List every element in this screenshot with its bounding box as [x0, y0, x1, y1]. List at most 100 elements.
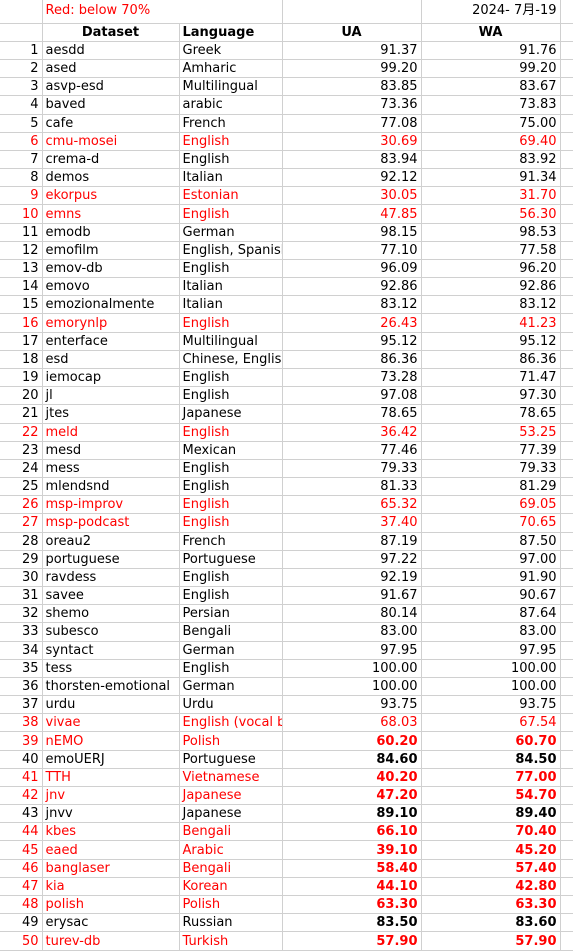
wa-cell[interactable]: 92.86	[421, 277, 561, 297]
wa-cell[interactable]: 69.05	[421, 495, 561, 515]
cell[interactable]	[560, 568, 573, 588]
ua-cell[interactable]: 73.36	[282, 95, 422, 115]
wa-cell[interactable]: 57.40	[421, 859, 561, 878]
row-number-cell[interactable]: 15	[0, 295, 43, 315]
dataset-cell[interactable]: emozionalmente	[42, 295, 180, 315]
ua-cell[interactable]: 78.65	[282, 404, 422, 424]
language-cell[interactable]: Polish	[179, 895, 283, 915]
cell[interactable]	[560, 168, 573, 188]
ua-cell[interactable]: 91.67	[282, 586, 422, 606]
wa-cell[interactable]: 75.00	[421, 114, 561, 133]
language-cell[interactable]: Multilingual	[179, 332, 283, 351]
language-cell[interactable]: Turkish	[179, 931, 283, 951]
cell[interactable]	[560, 695, 573, 715]
wa-cell[interactable]: 87.50	[421, 532, 561, 551]
dataset-cell[interactable]: savee	[42, 586, 180, 606]
language-cell[interactable]: Mexican	[179, 441, 283, 460]
cell[interactable]	[560, 913, 573, 933]
row-number-cell[interactable]: 1	[0, 41, 43, 61]
cell[interactable]	[560, 77, 573, 97]
ua-cell[interactable]: 100.00	[282, 659, 422, 678]
wa-cell[interactable]: 83.60	[421, 913, 561, 933]
ua-cell[interactable]: 40.20	[282, 768, 422, 787]
language-cell[interactable]: Japanese	[179, 786, 283, 806]
wa-cell[interactable]: 89.40	[421, 804, 561, 824]
cell[interactable]	[560, 677, 573, 697]
language-cell[interactable]: Portuguese	[179, 550, 283, 569]
row-number-cell[interactable]: 23	[0, 441, 43, 460]
cell[interactable]	[560, 768, 573, 787]
language-cell[interactable]: Bengali	[179, 859, 283, 878]
row-number-cell[interactable]: 47	[0, 877, 43, 896]
wa-cell[interactable]: 77.00	[421, 768, 561, 787]
row-number-cell[interactable]: 50	[0, 931, 43, 951]
cell[interactable]	[560, 713, 573, 733]
cell[interactable]	[560, 332, 573, 351]
wa-cell[interactable]: 81.29	[421, 477, 561, 497]
language-cell[interactable]: English	[179, 386, 283, 406]
ua-cell[interactable]: 79.33	[282, 459, 422, 479]
wa-cell[interactable]: 100.00	[421, 677, 561, 697]
header-dataset[interactable]: Dataset	[42, 23, 180, 42]
wa-cell[interactable]: 98.53	[421, 223, 561, 242]
cell[interactable]	[560, 513, 573, 533]
dataset-cell[interactable]: urdu	[42, 695, 180, 715]
wa-cell[interactable]: 60.70	[421, 731, 561, 751]
ua-cell[interactable]: 30.69	[282, 132, 422, 151]
language-cell[interactable]: Portuguese	[179, 750, 283, 769]
language-cell[interactable]: English	[179, 150, 283, 170]
cell[interactable]	[560, 223, 573, 242]
ua-cell[interactable]: 36.42	[282, 423, 422, 442]
language-cell[interactable]: French	[179, 532, 283, 551]
row-number-cell[interactable]: 32	[0, 604, 43, 624]
row-number-cell[interactable]: 30	[0, 568, 43, 588]
language-cell[interactable]: Bengali	[179, 622, 283, 642]
wa-cell[interactable]: 97.00	[421, 550, 561, 569]
dataset-cell[interactable]: polish	[42, 895, 180, 915]
cell[interactable]	[560, 259, 573, 279]
dataset-cell[interactable]: mlendsnd	[42, 477, 180, 497]
cell[interactable]	[560, 750, 573, 769]
dataset-cell[interactable]: oreau2	[42, 532, 180, 551]
ua-cell[interactable]: 68.03	[282, 713, 422, 733]
ua-cell[interactable]: 100.00	[282, 677, 422, 697]
cell[interactable]	[560, 840, 573, 860]
cell[interactable]	[560, 822, 573, 842]
language-cell[interactable]: Italian	[179, 168, 283, 188]
header-language[interactable]: Language	[179, 23, 283, 42]
row-number-cell[interactable]: 20	[0, 386, 43, 406]
row-number-cell[interactable]: 14	[0, 277, 43, 297]
row-number-cell[interactable]: 35	[0, 659, 43, 678]
dataset-cell[interactable]: vivae	[42, 713, 180, 733]
wa-cell[interactable]: 91.34	[421, 168, 561, 188]
ua-cell[interactable]: 92.86	[282, 277, 422, 297]
ua-cell[interactable]: 63.30	[282, 895, 422, 915]
dataset-cell[interactable]: esd	[42, 350, 180, 369]
wa-cell[interactable]: 69.40	[421, 132, 561, 151]
dataset-cell[interactable]: turev-db	[42, 931, 180, 951]
cell[interactable]	[560, 477, 573, 497]
language-cell[interactable]: English	[179, 313, 283, 333]
cell[interactable]	[560, 186, 573, 206]
row-number-cell[interactable]: 6	[0, 132, 43, 151]
wa-cell[interactable]: 71.47	[421, 368, 561, 388]
ua-cell[interactable]: 95.12	[282, 332, 422, 351]
cell[interactable]	[560, 132, 573, 151]
ua-cell[interactable]: 47.20	[282, 786, 422, 806]
dataset-cell[interactable]: emoUERJ	[42, 750, 180, 769]
cell[interactable]	[0, 0, 43, 24]
cell[interactable]	[560, 114, 573, 133]
ua-cell[interactable]: 92.12	[282, 168, 422, 188]
dataset-cell[interactable]: jnv	[42, 786, 180, 806]
dataset-cell[interactable]: TTH	[42, 768, 180, 787]
dataset-cell[interactable]: demos	[42, 168, 180, 188]
ua-cell[interactable]: 65.32	[282, 495, 422, 515]
language-cell[interactable]: Vietnamese	[179, 768, 283, 787]
ua-cell[interactable]: 92.19	[282, 568, 422, 588]
language-cell[interactable]: Italian	[179, 277, 283, 297]
row-number-cell[interactable]: 29	[0, 550, 43, 569]
language-cell[interactable]: Estonian	[179, 186, 283, 206]
dataset-cell[interactable]: subesco	[42, 622, 180, 642]
language-cell[interactable]: English	[179, 368, 283, 388]
row-number-cell[interactable]: 27	[0, 513, 43, 533]
